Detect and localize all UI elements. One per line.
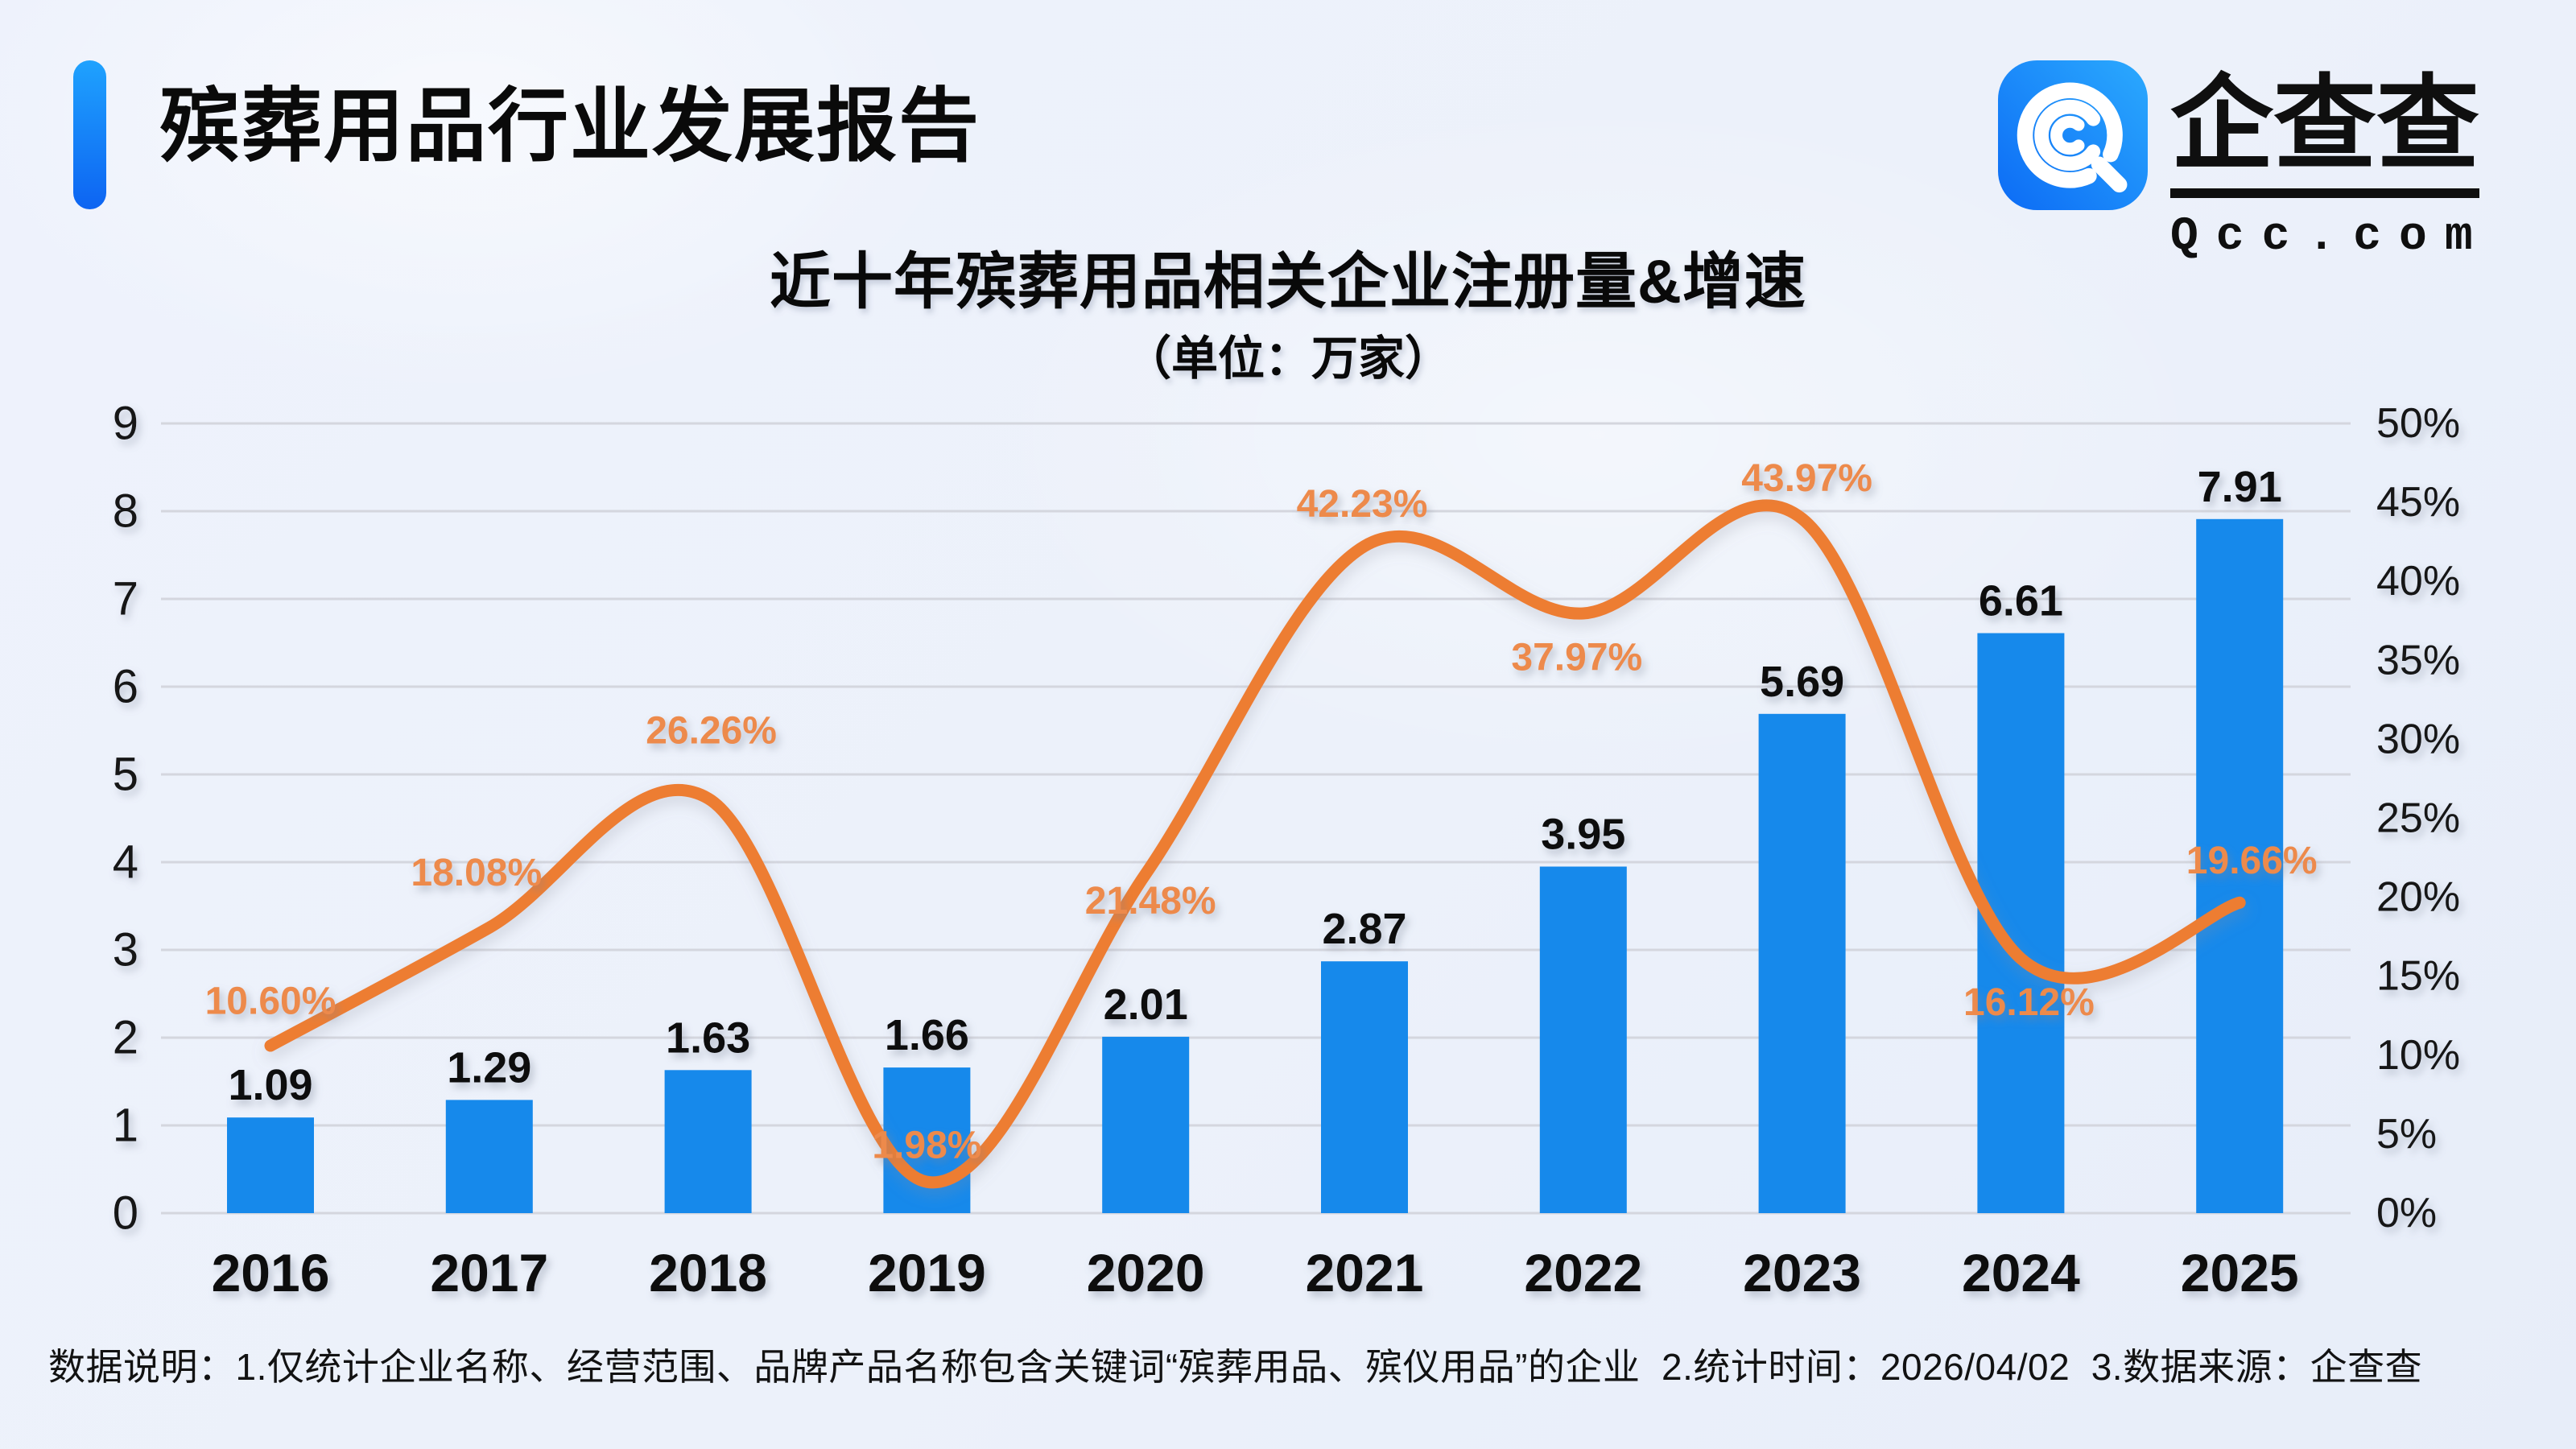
right-axis-tick: 20% [2376,874,2460,921]
growth-label: 37.97% [1511,637,1642,679]
page-title: 殡葬用品行业发展报告 [159,81,980,171]
bar-value-label: 2.01 [1104,980,1188,1029]
left-axis-tick: 4 [113,836,138,889]
year-label: 2017 [430,1243,548,1302]
growth-label: 42.23% [1297,483,1428,526]
year-label: 2018 [649,1243,767,1302]
year-label: 2019 [868,1243,986,1302]
bar-2023 [1758,713,1846,1213]
year-label: 2021 [1306,1243,1424,1302]
left-axis-tick: 8 [113,485,138,538]
bar-value-label: 3.95 [1541,811,1625,859]
x-axis-labels: 2016 2017 2018 2019 2020 2021 2022 2023 2024 2025 [212,1243,2299,1302]
left-axis-tick: 2 [113,1012,138,1064]
bar-2016 [227,1117,314,1213]
bar-value-label: 1.09 [228,1061,312,1109]
right-axis-tick: 30% [2376,716,2460,762]
right-axis-tick: 40% [2376,558,2460,605]
bar-2018 [664,1070,752,1213]
left-axis-tick: 6 [113,661,138,713]
logo-brand-name: 企查查 [2170,65,2480,199]
right-axis-tick: 35% [2376,637,2460,683]
magnifier-middle-ring [2034,99,2101,171]
year-label: 2022 [1524,1243,1642,1302]
right-axis-tick: 45% [2376,479,2460,526]
growth-label: 1.98% [872,1125,981,1167]
magnifier-outer-ring [2017,82,2123,188]
bar-value-label: 5.69 [1760,658,1844,706]
right-axis-tick: 10% [2376,1032,2460,1079]
left-axis-tick: 7 [113,573,138,625]
bar-2017 [445,1100,533,1213]
title-accent-bar [73,60,106,209]
bar-value-label: 1.66 [885,1011,969,1059]
right-axis-tick: 0% [2376,1190,2437,1236]
chart-subtitle: （单位：万家） [1124,332,1451,385]
bar-value-labels: 1.09 1.29 1.63 1.66 2.01 2.87 3.95 5.69 6.61 7.91 [228,463,2281,1109]
left-axis-tick: 3 [113,924,138,976]
bar-value-label: 2.87 [1322,905,1406,953]
magnifier-handle [2091,156,2128,193]
growth-label: 21.48% [1085,880,1216,923]
bar-value-label: 7.91 [2198,463,2282,511]
bar-value-label: 6.61 [1979,577,2063,625]
growth-line [264,499,2246,1189]
bars-series [227,518,2284,1213]
growth-label: 16.12% [1963,981,2095,1024]
bar-value-label: 1.29 [447,1043,531,1092]
growth-label: 19.66% [2186,840,2318,882]
bar-2019 [883,1067,971,1213]
left-axis-tick: 1 [113,1100,138,1152]
growth-label: 18.08% [411,852,542,894]
magnifier-inner-c [2050,115,2085,155]
year-label: 2020 [1087,1243,1205,1302]
growth-labels: 10.60% 18.08% 26.26% 1.98% 21.48% 42.23% 37.97… [205,457,2318,1167]
logo-text-block: 企查查 Qcc.com [2170,65,2491,263]
right-axis: 0% 5% 10% 15% 20% 25% 30% 35% 40% 45% 50% [2376,400,2460,1236]
bar-2025 [2196,518,2284,1213]
data-note: 数据说明：1.仅统计企业名称、经营范围、品牌产品名称包含关键词“殡葬用品、殡仪用… [48,1346,2423,1388]
right-axis-tick: 15% [2376,953,2460,1000]
right-axis-tick: 5% [2376,1111,2437,1158]
right-axis-tick: 50% [2376,400,2460,447]
qcc-logo-icon [1998,60,2148,210]
growth-label: 10.60% [205,980,336,1023]
year-label: 2024 [1962,1243,2080,1302]
year-label: 2025 [2181,1243,2299,1302]
growth-label: 43.97% [1741,457,1872,500]
bar-2022 [1539,866,1627,1213]
left-axis-tick: 9 [113,398,138,450]
left-axis: 0 1 2 3 4 5 6 7 8 9 [113,398,138,1240]
right-axis-tick: 25% [2376,795,2460,842]
year-label: 2023 [1743,1243,1861,1302]
year-label: 2016 [212,1243,330,1302]
chart-title: 近十年殡葬用品相关企业注册量&增速 [770,248,1806,316]
growth-label: 26.26% [646,709,777,752]
logo-domain: Qcc.com [2170,211,2491,264]
bar-value-label: 1.63 [666,1013,750,1062]
bar-2020 [1102,1036,1190,1213]
left-axis-tick: 5 [113,749,138,801]
bar-2021 [1321,961,1408,1213]
left-axis-tick: 0 [113,1187,138,1240]
qcc-logo: 企查查 Qcc.com [1998,60,2491,263]
